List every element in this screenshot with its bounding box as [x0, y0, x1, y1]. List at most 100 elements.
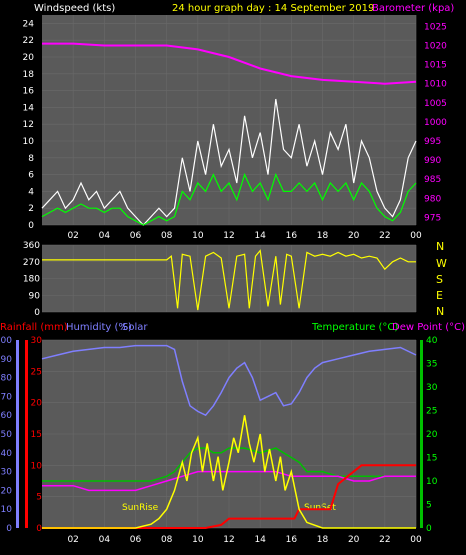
chart-title: 24 hour graph day : 14 September 2019	[172, 3, 374, 14]
temp-axis-bar	[420, 340, 423, 528]
wind-y-tick-label: 16	[23, 87, 35, 97]
temp-y-tick-label: 20	[426, 430, 438, 440]
humidity-y-tick-label: 20	[1, 486, 13, 496]
wind-y-tick-label: 10	[23, 137, 35, 147]
rain-axis-bar	[25, 340, 28, 528]
barometer-y-tick-label: 1020	[424, 42, 447, 52]
dewpoint-label: Dew Point (°C)	[392, 322, 465, 333]
rain-y-tick-label: 30	[31, 336, 43, 346]
barometer-y-tick-label: 985	[424, 175, 441, 185]
rain-x-tick-label: 16	[286, 535, 298, 545]
barometer-y-tick-label: 975	[424, 213, 441, 223]
humidity-y-tick-label: 100	[0, 336, 12, 346]
temp-y-tick-label: 10	[426, 477, 438, 487]
barometer-y-tick-label: 1015	[424, 61, 447, 71]
barometer-y-tick-label: 995	[424, 137, 441, 147]
compass-w: W	[436, 257, 447, 270]
wind-y-tick-label: 22	[23, 36, 34, 46]
rain-y-tick-label: 5	[36, 493, 42, 503]
rain-x-tick-label: 22	[379, 535, 390, 545]
series-wind-avg-line	[41, 172, 417, 226]
wind-x-tick-label: 18	[317, 231, 329, 241]
humidity-y-tick-label: 80	[1, 374, 13, 384]
rain-x-tick-label: 08	[161, 535, 173, 545]
rain-x-tick-label: 04	[99, 535, 111, 545]
temp-y-tick-label: 40	[426, 336, 438, 346]
sunset-label: SunSet	[304, 503, 336, 513]
temp-y-tick-label: 5	[426, 501, 432, 511]
rain-x-tick-label: 12	[223, 535, 234, 545]
humidity-y-tick-label: 10	[1, 505, 13, 515]
series-rainfall-line	[42, 464, 416, 529]
wind-x-tick-label: 14	[254, 231, 266, 241]
rain-x-tick-label: 00	[410, 535, 422, 545]
barometer-y-tick-label: 1000	[424, 118, 447, 128]
series-windspeed-line	[41, 98, 417, 226]
humidity-y-tick-label: 30	[1, 468, 13, 478]
barometer-y-tick-label: 1010	[424, 80, 447, 90]
humidity-y-tick-label: 60	[1, 411, 13, 421]
wind-x-tick-label: 20	[348, 231, 360, 241]
wind-x-tick-label: 08	[161, 231, 173, 241]
wind-y-tick-label: 24	[23, 19, 35, 29]
solar-label: Solar	[122, 322, 148, 333]
humidity-axis-bar	[16, 340, 19, 528]
wind-x-tick-label: 22	[379, 231, 390, 241]
wind-y-tick-label: 14	[23, 103, 35, 113]
temp-y-tick-label: 30	[426, 383, 438, 393]
humidity-y-tick-label: 40	[1, 449, 13, 459]
humidity-y-tick-label: 50	[1, 430, 13, 440]
wind-x-tick-label: 00	[410, 231, 422, 241]
wind-y-tick-label: 0	[28, 221, 34, 231]
rain-x-tick-label: 10	[192, 535, 204, 545]
rain-x-tick-label: 14	[254, 535, 266, 545]
series-dew-point-line	[42, 470, 416, 492]
wind-x-tick-label: 04	[99, 231, 111, 241]
barometer-y-tick-label: 990	[424, 156, 441, 166]
rainfall-label: Rainfall (mm)	[0, 322, 68, 333]
series-solar-line	[42, 415, 416, 529]
direction-y-tick-label: 90	[29, 291, 41, 301]
rain-y-tick-label: 20	[31, 399, 43, 409]
wind-y-tick-label: 4	[28, 187, 34, 197]
wind-x-tick-label: 12	[223, 231, 234, 241]
temp-y-tick-label: 0	[426, 524, 432, 534]
sunrise-label: SunRise	[122, 503, 159, 513]
barometer-y-tick-label: 1005	[424, 99, 447, 109]
wind-x-tick-label: 02	[67, 231, 78, 241]
series-barometer-line	[42, 42, 417, 85]
wind-x-tick-label: 16	[286, 231, 298, 241]
wind-y-tick-label: 6	[28, 171, 34, 181]
temp-y-tick-label: 35	[426, 360, 437, 370]
wind-x-tick-label: 06	[130, 231, 142, 241]
barometer-label: Barometer (kpa)	[372, 3, 454, 14]
wind-y-tick-label: 2	[28, 204, 34, 214]
temp-y-tick-label: 15	[426, 454, 437, 464]
rain-y-tick-label: 15	[31, 430, 42, 440]
rain-y-tick-label: 25	[31, 367, 42, 377]
compass-n-top: N	[436, 240, 444, 253]
humidity-y-tick-label: 90	[1, 355, 13, 365]
humidity-y-tick-label: 70	[1, 392, 13, 402]
series-humidity-line	[41, 344, 417, 417]
humidity-y-tick-label: 0	[6, 524, 12, 534]
barometer-y-tick-label: 980	[424, 194, 441, 204]
compass-e: E	[436, 289, 443, 302]
series-direction-line	[42, 249, 416, 311]
rain-x-tick-label: 18	[317, 535, 329, 545]
wind-y-tick-label: 20	[23, 53, 35, 63]
direction-y-tick-label: 180	[23, 275, 40, 285]
direction-y-tick-label: 0	[34, 308, 40, 318]
windspeed-label: Windspeed (kts)	[34, 3, 115, 14]
direction-y-tick-label: 360	[23, 241, 40, 251]
rain-x-tick-label: 02	[67, 535, 78, 545]
rain-x-tick-label: 20	[348, 535, 360, 545]
compass-s: S	[436, 273, 443, 286]
wind-y-tick-label: 12	[23, 120, 34, 130]
rain-y-tick-label: 10	[31, 461, 43, 471]
wind-x-tick-label: 10	[192, 231, 204, 241]
rain-x-tick-label: 06	[130, 535, 142, 545]
direction-y-tick-label: 270	[23, 258, 40, 268]
wind-y-tick-label: 8	[28, 154, 34, 164]
